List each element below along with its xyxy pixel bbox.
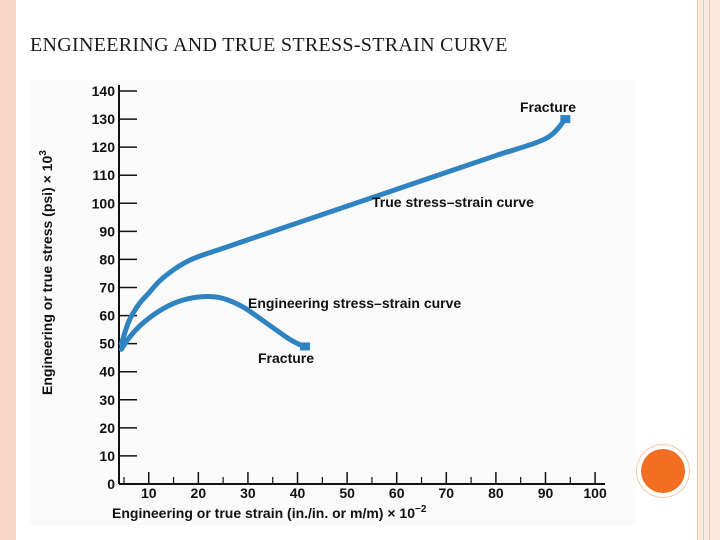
y-axis-label: Engineering or true stress (psi) × 103	[38, 150, 55, 395]
y-tick-label: 130	[92, 111, 116, 127]
y-tick-label: 80	[99, 251, 115, 267]
y-tick-label: 120	[92, 139, 116, 155]
x-tick-label: 100	[583, 485, 607, 501]
x-axis-label-exponent: −2	[415, 504, 427, 515]
y-tick-label: 30	[99, 392, 115, 408]
x-tick-label: 70	[439, 485, 455, 501]
x-axis-ticks: 10 20 30 40 50 60 70 80 90 100	[123, 472, 607, 501]
true-stress-strain-line	[118, 116, 568, 347]
y-tick-label: 70	[99, 280, 115, 296]
orange-accent-circle	[641, 449, 685, 493]
x-tick-label: 10	[141, 485, 157, 501]
true-curve-fracture-marker	[560, 115, 571, 124]
x-axis-label: Engineering or true strain (in./in. or m…	[112, 504, 427, 521]
engineering-curve-fracture-marker	[299, 342, 310, 351]
y-tick-label: 40	[99, 364, 115, 380]
true-curve-label: True stress–strain curve	[372, 194, 534, 210]
x-tick-label: 20	[191, 485, 207, 501]
y-tick-label: 100	[92, 195, 116, 211]
y-tick-label: 50	[99, 336, 115, 352]
y-tick-label: 10	[99, 448, 115, 464]
slide-title: ENGINEERING AND TRUE STRESS-STRAIN CURVE	[30, 34, 508, 56]
engineering-curve-fracture-label: Fracture	[258, 350, 314, 366]
y-axis-ticks: 0 10 20 30 40 50 60 70 80 90 100 110 120 130 140	[92, 83, 137, 492]
right-decorative-band	[697, 0, 720, 540]
y-tick-label: 60	[99, 308, 115, 324]
left-frame-edge	[0, 0, 16, 540]
x-tick-label: 30	[240, 485, 256, 501]
y-tick-label: 0	[107, 476, 115, 492]
chart-axes	[118, 85, 605, 485]
engineering-stress-strain-line	[118, 293, 308, 352]
y-tick-label: 20	[99, 420, 115, 436]
engineering-curve-label: Engineering stress–strain curve	[248, 295, 461, 311]
chart-series	[118, 115, 571, 352]
true-curve-fracture-label: Fracture	[520, 99, 576, 115]
x-tick-label: 60	[389, 485, 405, 501]
y-tick-label: 110	[92, 167, 115, 183]
y-axis-label-exponent: 3	[38, 150, 49, 156]
y-tick-label: 140	[92, 83, 116, 99]
x-tick-label: 50	[339, 485, 355, 501]
chart-background	[30, 80, 636, 525]
x-tick-label: 90	[538, 485, 554, 501]
x-tick-label: 40	[290, 485, 306, 501]
y-tick-label: 90	[99, 223, 115, 239]
x-tick-label: 80	[488, 485, 504, 501]
